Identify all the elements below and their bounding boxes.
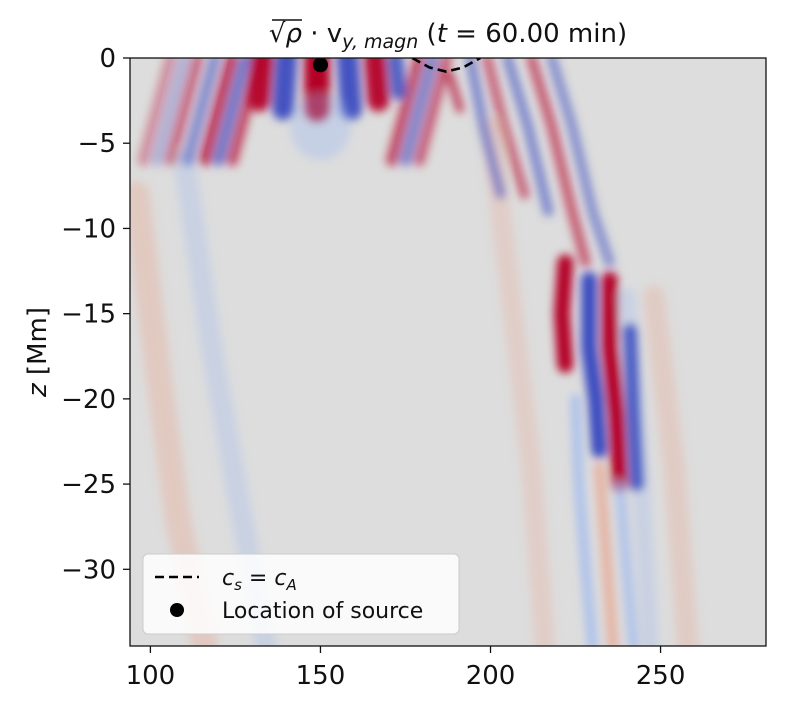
title-paren: ( [418,19,436,49]
legend-entry-source: Location of source [222,599,423,624]
title-subscript: y, magn [341,31,418,53]
oblique-band [445,71,464,114]
faint-arc [480,116,555,646]
title-rho: ρ [285,19,302,49]
cs-equals-ca-contour [411,58,481,73]
y-tick-label: −10 [61,214,116,244]
y-tick-label: −20 [61,385,116,415]
surface-wave-band [151,58,191,167]
surface-wave-band [413,58,453,167]
deep-wave-tail [594,462,618,646]
title-dot-v: · v [302,19,342,49]
deep-wave-band [581,271,608,458]
oblique-band [482,58,530,200]
deep-wave-band [623,323,644,492]
surface-wave-band [363,58,390,112]
surface-wave-band [248,58,274,112]
x-tick-label: 100 [126,661,176,691]
title-time: = 60.00 min) [447,19,627,49]
legend-marker-swatch [170,603,184,617]
x-axis: 100 150 200 250 [126,646,686,691]
source-location-marker [312,58,328,73]
y-tick-label: −15 [61,300,116,330]
y-tick-label: −25 [61,470,116,500]
faint-arc [642,285,699,646]
y-axis-label: z [Mm] [23,307,53,398]
deep-wave-tail [570,393,598,646]
oblique-band [526,58,591,268]
legend-cs-sub: s [234,576,242,594]
surface-wave-band [336,58,363,121]
x-tick-label: 250 [636,661,686,691]
legend-ca-c: c [274,566,286,591]
legend-ca-sub: A [285,576,296,594]
surface-wave-band [399,58,439,167]
legend-eq: = [242,566,274,591]
surface-wave-band [164,58,204,167]
x-tick-label: 150 [296,661,346,691]
surface-wave-band [137,58,177,167]
title-t: t [437,19,448,49]
y-axis-label-var: z [23,382,53,398]
y-axis-label-unit: [Mm] [23,307,53,383]
title-root-symbol: √ [269,19,286,49]
oblique-band [546,58,615,268]
y-tick-label: −30 [61,555,116,585]
deep-wave-tail [614,479,639,646]
chart-title: √ρ · vy, magn (t = 60.00 min) [269,19,627,53]
y-tick-label: 0 [99,44,116,74]
surface-wave-band [387,58,407,101]
deep-wave-band [553,254,574,373]
x-tick-label: 200 [466,661,516,691]
deep-wave-band [601,271,628,493]
legend-cs-c: c [222,566,234,591]
surface-wave-band [181,58,221,167]
oblique-band [502,58,554,217]
y-axis: 0 −5 −10 −15 −20 −25 −30 [61,44,130,585]
surface-wave-band [198,58,238,167]
oblique-band [465,58,506,200]
legend-entry-cs-ca: cs = cA [222,566,297,594]
surface-wave-band [212,58,252,167]
plot-frame [129,57,767,647]
y-tick-label: −5 [78,129,116,159]
legend: cs = cA Location of source [142,553,460,635]
under-source-glow [289,92,352,161]
surface-wave-band [385,58,426,167]
legend-box [142,553,460,635]
surface-wave-band [272,58,298,121]
